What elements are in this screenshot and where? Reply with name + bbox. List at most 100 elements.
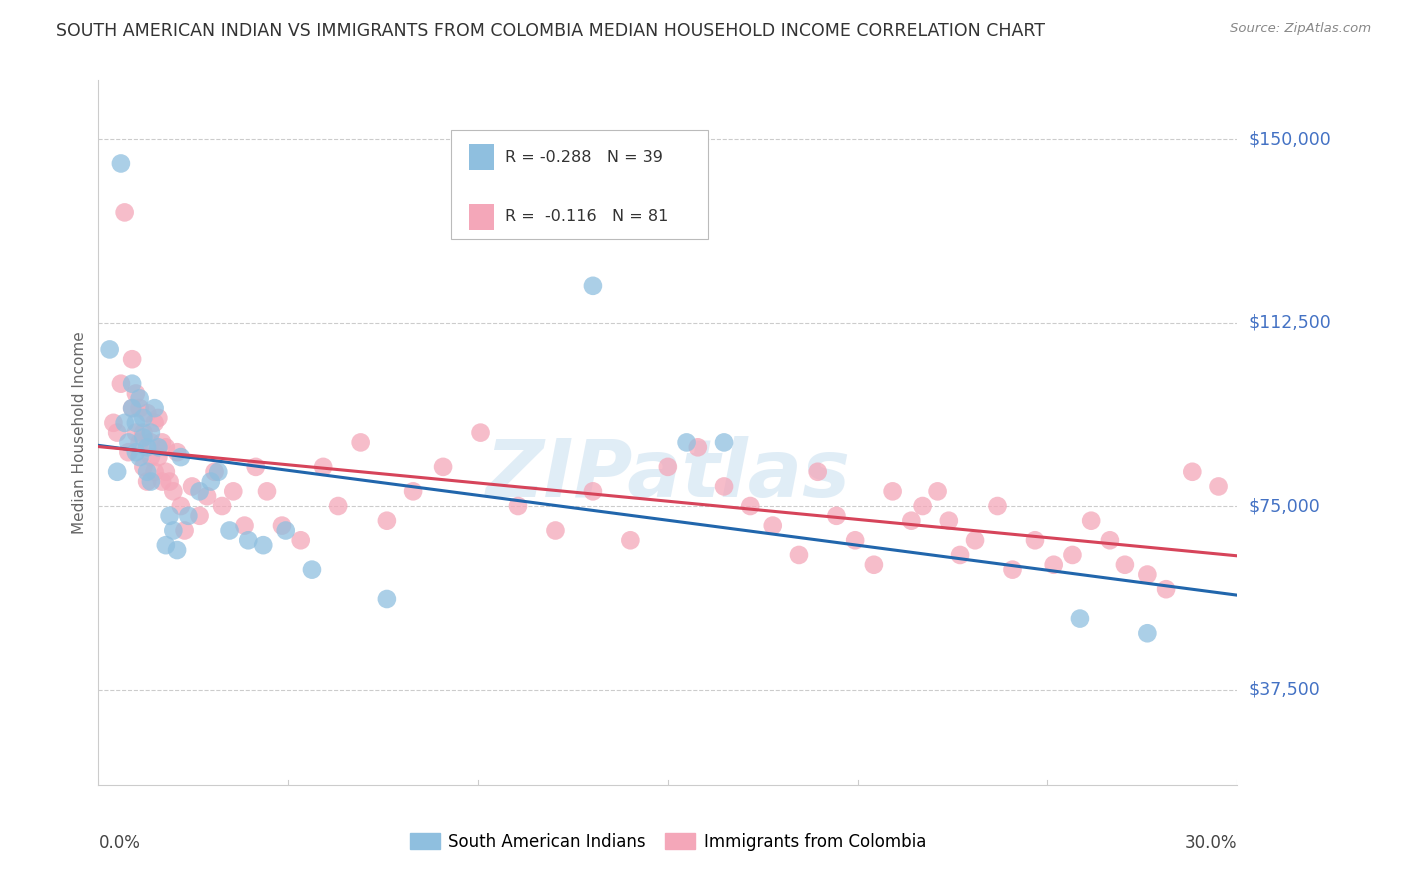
Point — [911, 499, 934, 513]
Point — [105, 425, 128, 440]
Point — [949, 548, 972, 562]
Point — [132, 425, 155, 440]
Point — [204, 465, 226, 479]
Point — [986, 499, 1008, 513]
Point — [143, 465, 166, 479]
Point — [544, 524, 567, 538]
Point — [136, 475, 159, 489]
Point — [136, 440, 159, 454]
Legend: South American Indians, Immigrants from Colombia: South American Indians, Immigrants from … — [404, 826, 932, 858]
Point — [1062, 548, 1084, 562]
Point — [1181, 465, 1204, 479]
Point — [218, 524, 240, 538]
Text: $75,000: $75,000 — [1249, 497, 1320, 515]
Point — [233, 518, 256, 533]
FancyBboxPatch shape — [468, 204, 494, 229]
Point — [657, 459, 679, 474]
Text: 30.0%: 30.0% — [1185, 834, 1237, 852]
Point — [807, 465, 830, 479]
Point — [1069, 611, 1091, 625]
Point — [188, 508, 211, 523]
Point — [312, 459, 335, 474]
Point — [117, 445, 139, 459]
Point — [238, 533, 260, 548]
FancyBboxPatch shape — [451, 129, 707, 239]
Point — [740, 499, 762, 513]
Point — [195, 489, 218, 503]
Point — [375, 592, 398, 607]
Point — [121, 401, 143, 416]
Point — [128, 435, 150, 450]
Point — [143, 401, 166, 416]
Point — [139, 435, 162, 450]
Point — [844, 533, 866, 548]
Point — [173, 524, 195, 538]
Point — [143, 416, 166, 430]
Point — [713, 435, 735, 450]
Point — [132, 411, 155, 425]
Point — [159, 475, 181, 489]
Point — [139, 475, 162, 489]
Point — [252, 538, 274, 552]
Point — [150, 435, 173, 450]
Point — [328, 499, 350, 513]
Point — [1001, 563, 1024, 577]
Point — [162, 524, 184, 538]
Point — [825, 508, 848, 523]
Point — [271, 518, 294, 533]
Point — [938, 514, 960, 528]
Point — [350, 435, 373, 450]
Text: $37,500: $37,500 — [1249, 681, 1320, 698]
Point — [402, 484, 425, 499]
Point — [245, 459, 267, 474]
Point — [114, 205, 136, 219]
Point — [121, 401, 143, 416]
Point — [166, 543, 188, 558]
Text: ZIPatlas: ZIPatlas — [485, 436, 851, 514]
Text: $112,500: $112,500 — [1249, 313, 1331, 332]
Text: SOUTH AMERICAN INDIAN VS IMMIGRANTS FROM COLOMBIA MEDIAN HOUSEHOLD INCOME CORREL: SOUTH AMERICAN INDIAN VS IMMIGRANTS FROM… — [56, 22, 1045, 40]
Point — [619, 533, 641, 548]
Point — [256, 484, 278, 499]
Point — [177, 508, 200, 523]
Point — [1136, 626, 1159, 640]
Point — [1024, 533, 1046, 548]
Point — [125, 425, 148, 440]
Point — [117, 435, 139, 450]
Point — [105, 465, 128, 479]
Point — [125, 445, 148, 459]
Point — [188, 484, 211, 499]
Point — [927, 484, 949, 499]
Point — [128, 401, 150, 416]
Point — [110, 156, 132, 170]
Point — [686, 440, 709, 454]
Point — [432, 459, 454, 474]
Point — [125, 416, 148, 430]
Point — [470, 425, 492, 440]
Point — [207, 465, 229, 479]
Text: 0.0%: 0.0% — [98, 834, 141, 852]
Point — [582, 278, 605, 293]
Point — [1208, 479, 1230, 493]
Point — [148, 440, 170, 454]
Point — [128, 450, 150, 464]
Point — [155, 440, 177, 454]
Point — [222, 484, 245, 499]
Point — [1098, 533, 1121, 548]
Point — [882, 484, 904, 499]
Point — [159, 508, 181, 523]
Point — [110, 376, 132, 391]
Point — [132, 430, 155, 444]
Point — [1114, 558, 1136, 572]
Point — [1154, 582, 1177, 597]
Point — [170, 450, 193, 464]
Text: R =  -0.116   N = 81: R = -0.116 N = 81 — [505, 210, 668, 225]
Point — [148, 411, 170, 425]
Point — [1080, 514, 1102, 528]
Point — [125, 386, 148, 401]
Point — [1136, 567, 1159, 582]
Point — [148, 450, 170, 464]
Point — [200, 475, 222, 489]
Point — [506, 499, 529, 513]
Point — [274, 524, 297, 538]
